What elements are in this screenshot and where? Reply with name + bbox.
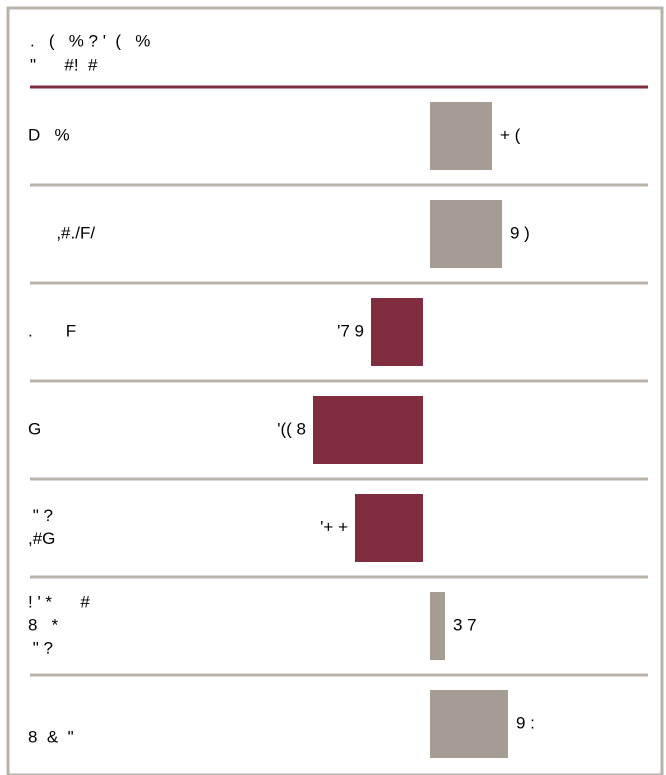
category-label: ,#G (28, 529, 55, 548)
category-label: " ? (28, 638, 53, 657)
value-label: + ( (500, 125, 521, 144)
category-label: 8 * (28, 615, 59, 634)
bar (371, 298, 423, 366)
chart-subtitle: " #! # (30, 55, 98, 74)
bar (430, 102, 492, 170)
value-label: '(( 8 (277, 419, 306, 438)
value-label: 3 7 (453, 615, 477, 634)
category-label: ,#./F/ (28, 223, 95, 242)
chart-title: . ( % ? ' ( % (30, 31, 150, 50)
bar (355, 494, 423, 562)
bar (313, 396, 423, 464)
value-label: 9 : (516, 713, 535, 732)
category-label: D % (28, 125, 70, 144)
category-label: 8 & " (28, 727, 74, 746)
value-label: 9 ) (510, 223, 530, 242)
frame (6, 6, 664, 775)
category-label: G (28, 419, 41, 438)
category-label: . F (28, 321, 76, 340)
category-label: ! ' * # (28, 592, 90, 611)
bar (430, 200, 502, 268)
value-label: '7 9 (337, 321, 364, 340)
bar (430, 592, 445, 660)
value-label: '+ + (320, 517, 348, 536)
category-label: " ? (28, 506, 53, 525)
bar (430, 690, 508, 758)
